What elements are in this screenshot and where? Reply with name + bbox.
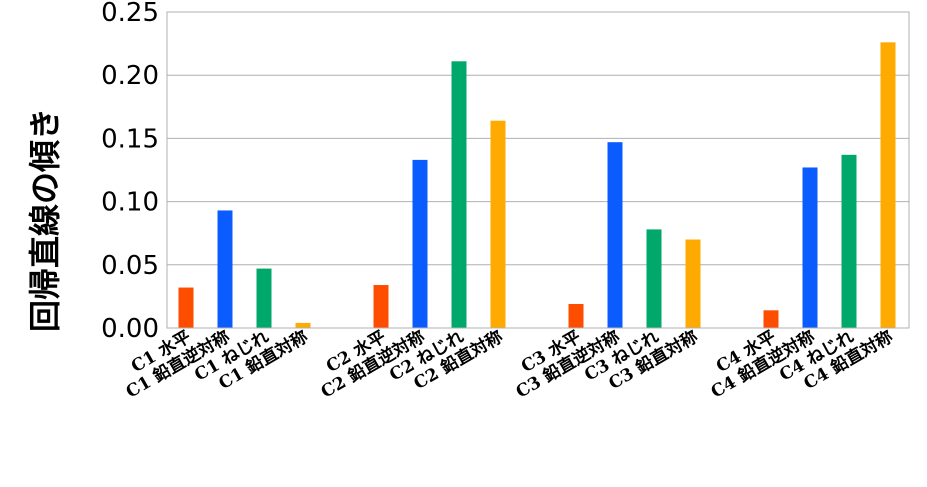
bar [880, 42, 896, 328]
y-axis-ticks: 0.00 0.05 0.10 0.15 0.20 0.25 [101, 0, 159, 344]
y-tick-label: 0.05 [101, 251, 159, 281]
bar [178, 287, 194, 328]
bar [763, 310, 779, 328]
plot-area-frame [166, 11, 910, 329]
y-axis-title: 回帰直線の傾き [26, 108, 64, 332]
bar [451, 61, 467, 329]
bars [178, 42, 896, 329]
y-tick-label: 0.00 [101, 314, 159, 344]
bar [607, 142, 623, 328]
y-tick-label: 0.20 [101, 61, 159, 91]
bar [295, 322, 311, 328]
bar [802, 167, 818, 328]
bar [490, 120, 506, 328]
y-tick-label: 0.15 [101, 124, 159, 154]
y-tick-label: 0.10 [101, 188, 159, 218]
bar [412, 159, 428, 328]
gridlines [167, 11, 909, 329]
bar [646, 229, 662, 328]
bar [685, 239, 701, 328]
y-tick-label: 0.25 [101, 0, 159, 28]
bar [841, 154, 857, 328]
bar [373, 285, 389, 328]
bar [256, 268, 272, 328]
bar [568, 303, 584, 328]
bar [217, 210, 233, 328]
